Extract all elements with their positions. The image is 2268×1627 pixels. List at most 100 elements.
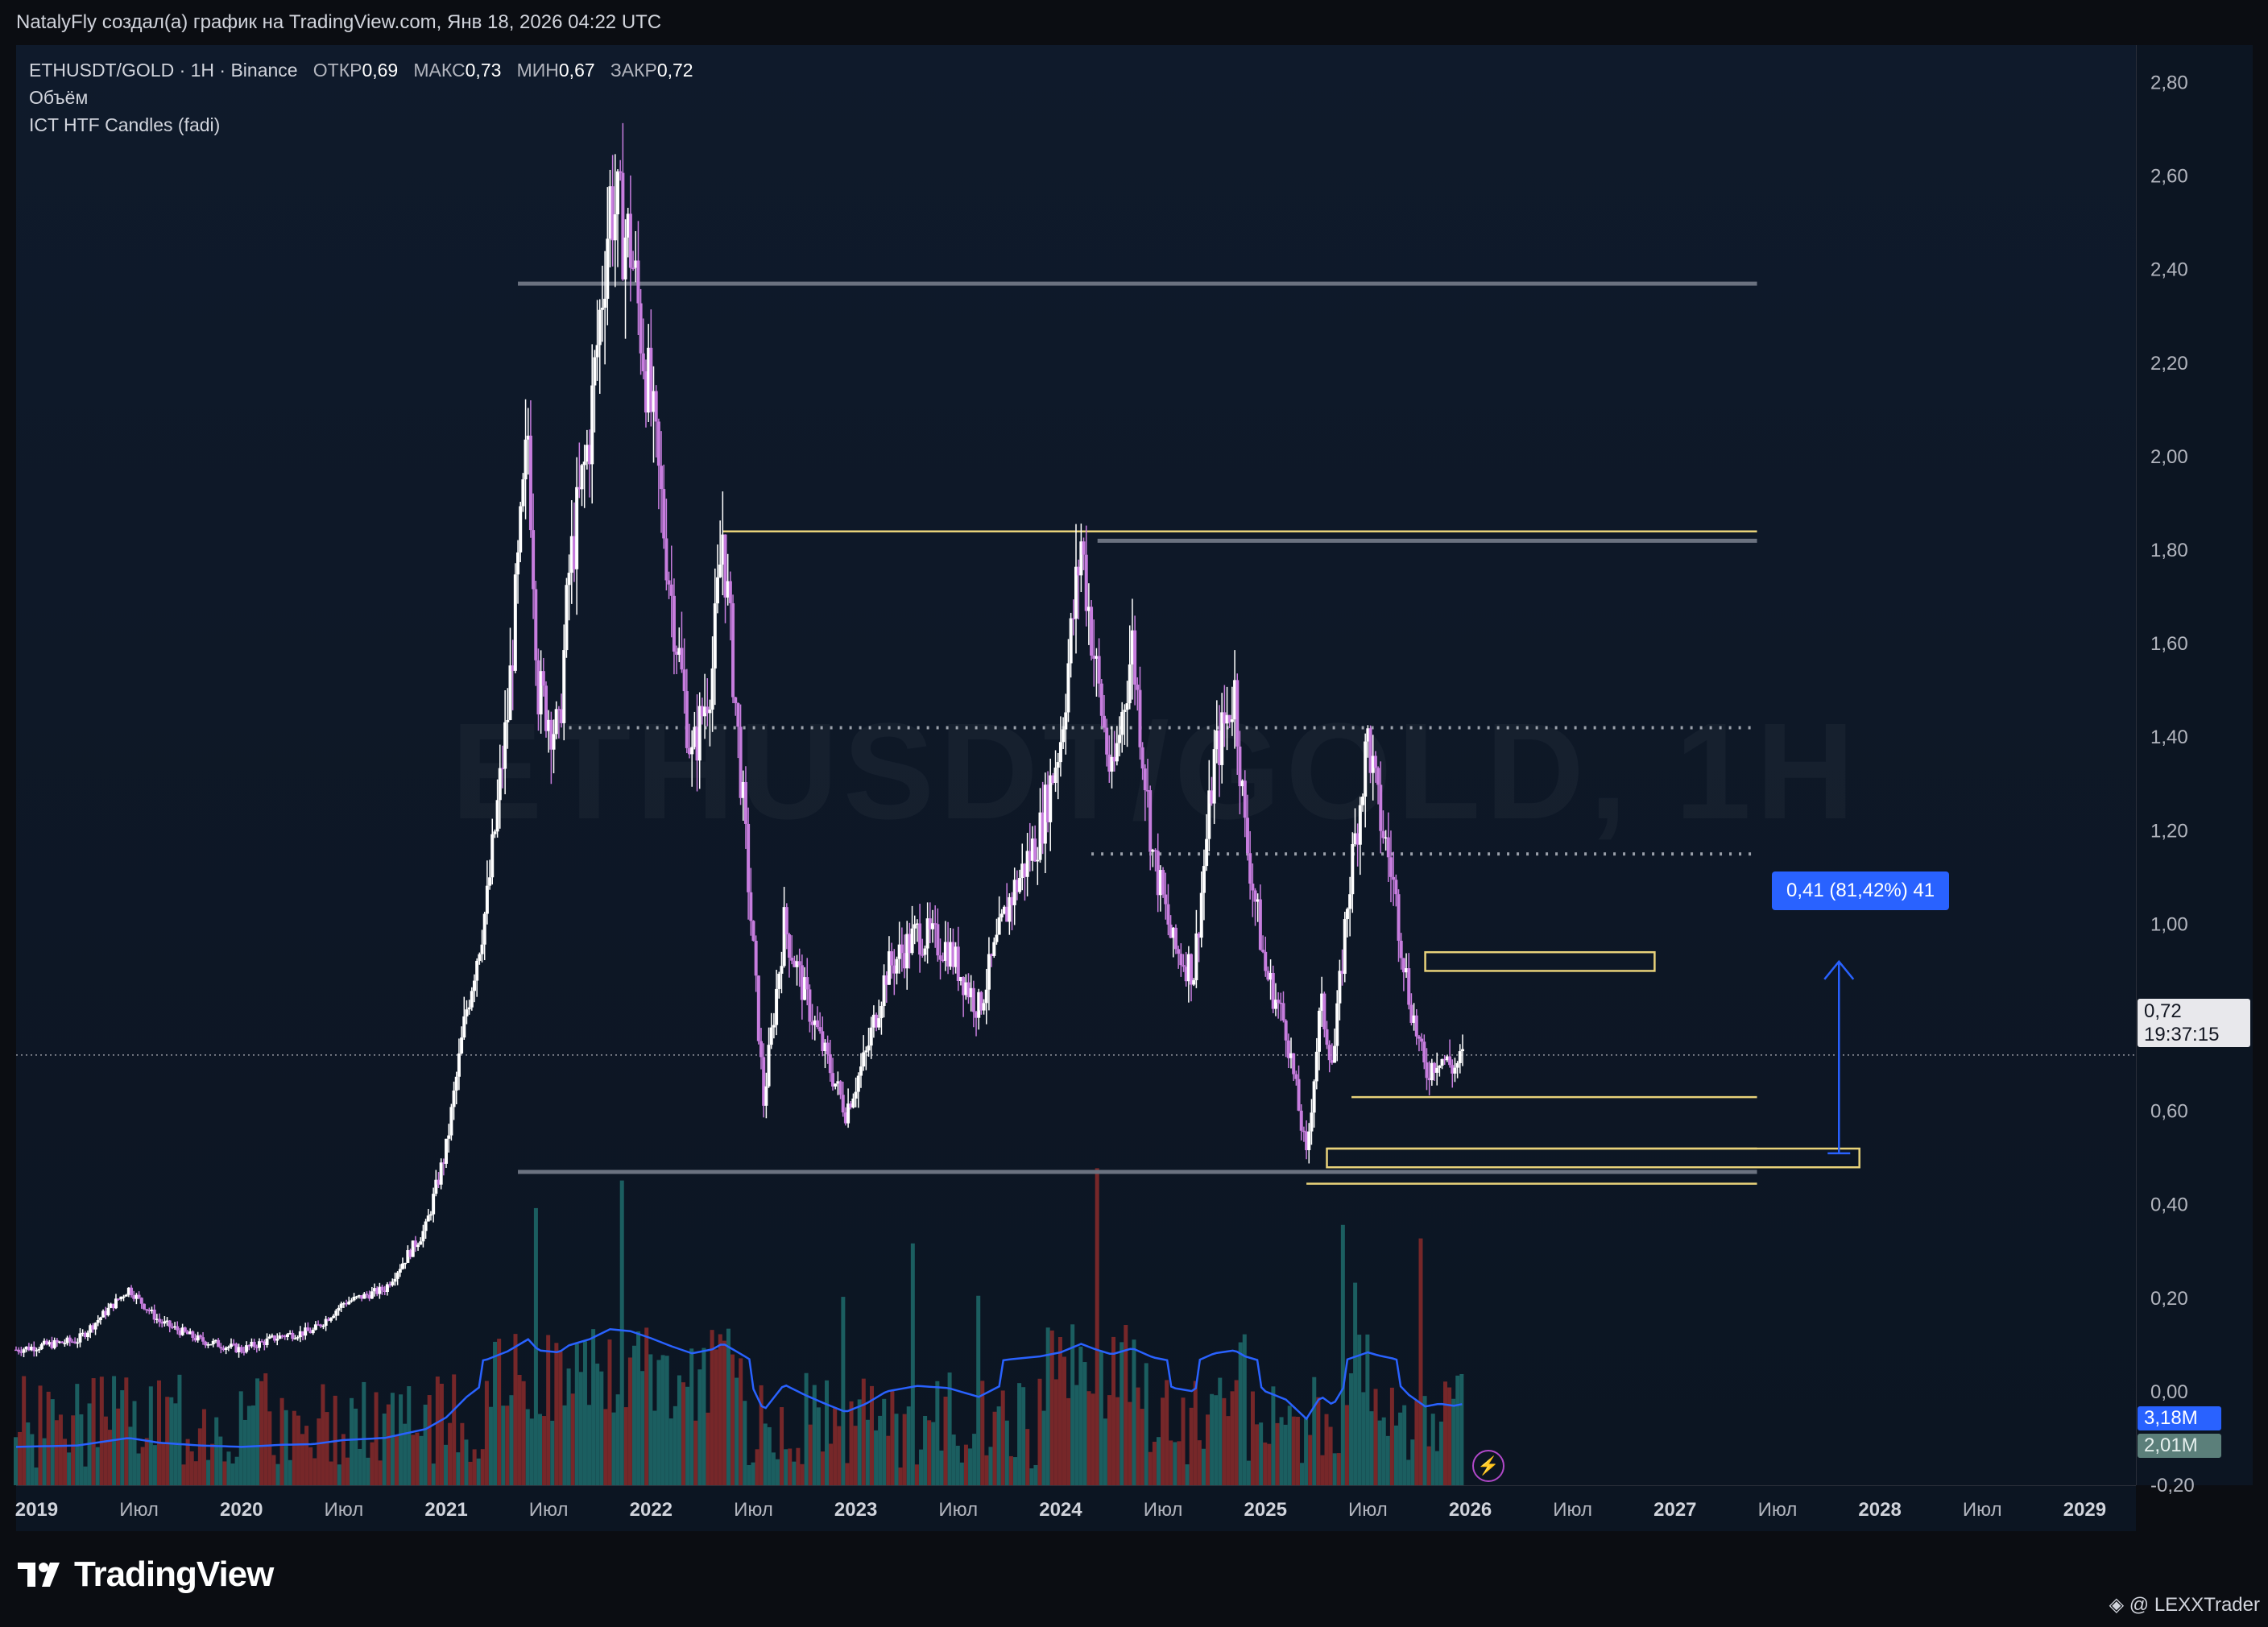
- candle-body: [378, 1286, 382, 1294]
- volume-bar: [726, 1328, 730, 1485]
- candle-body: [764, 1086, 768, 1106]
- volume-bar: [140, 1447, 145, 1485]
- candle-body: [1310, 1112, 1314, 1132]
- candle-body: [500, 768, 504, 770]
- volume-bar: [63, 1439, 68, 1485]
- candle-body: [644, 371, 648, 413]
- volume-bar: [271, 1455, 276, 1485]
- price-tick-label: 1,20: [2150, 820, 2188, 842]
- candle-body: [130, 1287, 134, 1296]
- legend-volume-indicator[interactable]: Объём: [29, 87, 89, 108]
- time-tick-label: 2021: [424, 1499, 467, 1521]
- candle-body: [1041, 812, 1045, 844]
- volume-bar: [362, 1381, 366, 1485]
- candle-body: [751, 921, 755, 942]
- candle-body: [928, 918, 932, 929]
- time-scale[interactable]: [16, 1485, 2136, 1531]
- price-tick-label: -0,20: [2150, 1475, 2195, 1497]
- candle-body: [1199, 892, 1203, 938]
- volume-bar: [1344, 1405, 1349, 1485]
- candle-body: [603, 298, 607, 308]
- candle-body: [158, 1319, 162, 1323]
- candle-body: [291, 1332, 295, 1339]
- candle-body: [1082, 541, 1086, 555]
- candle-body: [675, 652, 679, 655]
- price-range-measure-label[interactable]: 0,41 (81,42%) 41: [1772, 871, 1950, 910]
- price-tick-label: 0,60: [2150, 1101, 2188, 1123]
- volume-bar: [538, 1414, 543, 1485]
- candle-body: [1071, 618, 1075, 620]
- lightning-icon[interactable]: ⚡: [1472, 1450, 1504, 1482]
- volume-bar: [366, 1457, 370, 1485]
- candle-body: [721, 534, 725, 565]
- volume-bar: [882, 1398, 887, 1485]
- candle-body: [139, 1298, 143, 1304]
- volume-bar: [1099, 1351, 1103, 1485]
- candle-body: [426, 1215, 430, 1222]
- candle-body: [1379, 785, 1383, 831]
- candle-body: [1294, 1074, 1298, 1079]
- time-tick-label: 2026: [1449, 1499, 1492, 1521]
- candle-body: [895, 958, 899, 974]
- candle-body: [347, 1301, 351, 1305]
- candle-body: [354, 1296, 358, 1298]
- volume-bar: [103, 1416, 108, 1485]
- candle-body: [1343, 919, 1347, 975]
- volume-bar: [263, 1373, 268, 1485]
- candle-body: [232, 1343, 236, 1345]
- candle-body: [155, 1319, 159, 1320]
- volume-bar: [308, 1447, 313, 1485]
- candle-body: [1140, 747, 1144, 769]
- candle-body: [495, 800, 499, 832]
- volume-bar: [542, 1416, 547, 1485]
- candle-body: [1353, 833, 1357, 844]
- volume-bar: [1459, 1373, 1464, 1485]
- candle-body: [528, 435, 532, 531]
- price-scale[interactable]: [2136, 45, 2253, 1485]
- volume-bar: [354, 1408, 358, 1485]
- volume-bar: [1414, 1400, 1419, 1485]
- candle-body: [1240, 780, 1244, 787]
- candle-body: [1218, 730, 1222, 765]
- volume-bar: [181, 1464, 186, 1485]
- candle-body: [1320, 993, 1324, 1011]
- candle-body: [445, 1138, 449, 1164]
- candle-body: [590, 385, 594, 465]
- volume-bar: [1320, 1455, 1325, 1485]
- volume-bar: [959, 1462, 964, 1485]
- candle-body: [234, 1343, 238, 1353]
- volume-bar: [972, 1434, 977, 1485]
- volume-bar: [1398, 1412, 1403, 1485]
- candle-body: [1043, 785, 1047, 844]
- candle-body: [39, 1343, 43, 1349]
- candle-body: [1084, 554, 1088, 611]
- volume-bar: [1012, 1457, 1017, 1485]
- volume-bar: [144, 1438, 149, 1485]
- volume-bar: [582, 1341, 587, 1485]
- legend-ict-indicator[interactable]: ICT HTF Candles (fadi): [29, 114, 221, 135]
- volume-bar: [702, 1348, 706, 1485]
- volume-bar: [697, 1369, 702, 1485]
- volume-bar: [337, 1464, 341, 1485]
- candle-body: [871, 1014, 875, 1028]
- candle-body: [1197, 933, 1201, 938]
- candle-body: [230, 1343, 234, 1348]
- candle-body: [836, 1081, 840, 1084]
- candle-body: [434, 1179, 438, 1194]
- candle-body: [206, 1344, 210, 1346]
- candle-body: [938, 955, 942, 960]
- candle-body: [224, 1348, 228, 1351]
- volume-bar: [1250, 1391, 1255, 1485]
- candle-body: [1161, 870, 1165, 895]
- candle-body: [211, 1340, 215, 1344]
- candle-body: [498, 768, 502, 801]
- candle-body: [1235, 680, 1240, 747]
- volume-bar: [837, 1426, 842, 1485]
- volume-bar: [656, 1360, 661, 1485]
- volume-bar: [288, 1459, 292, 1485]
- candle-body: [780, 966, 784, 974]
- candle-body: [478, 954, 482, 961]
- volume-bar: [771, 1452, 776, 1485]
- candle-body: [1269, 973, 1273, 980]
